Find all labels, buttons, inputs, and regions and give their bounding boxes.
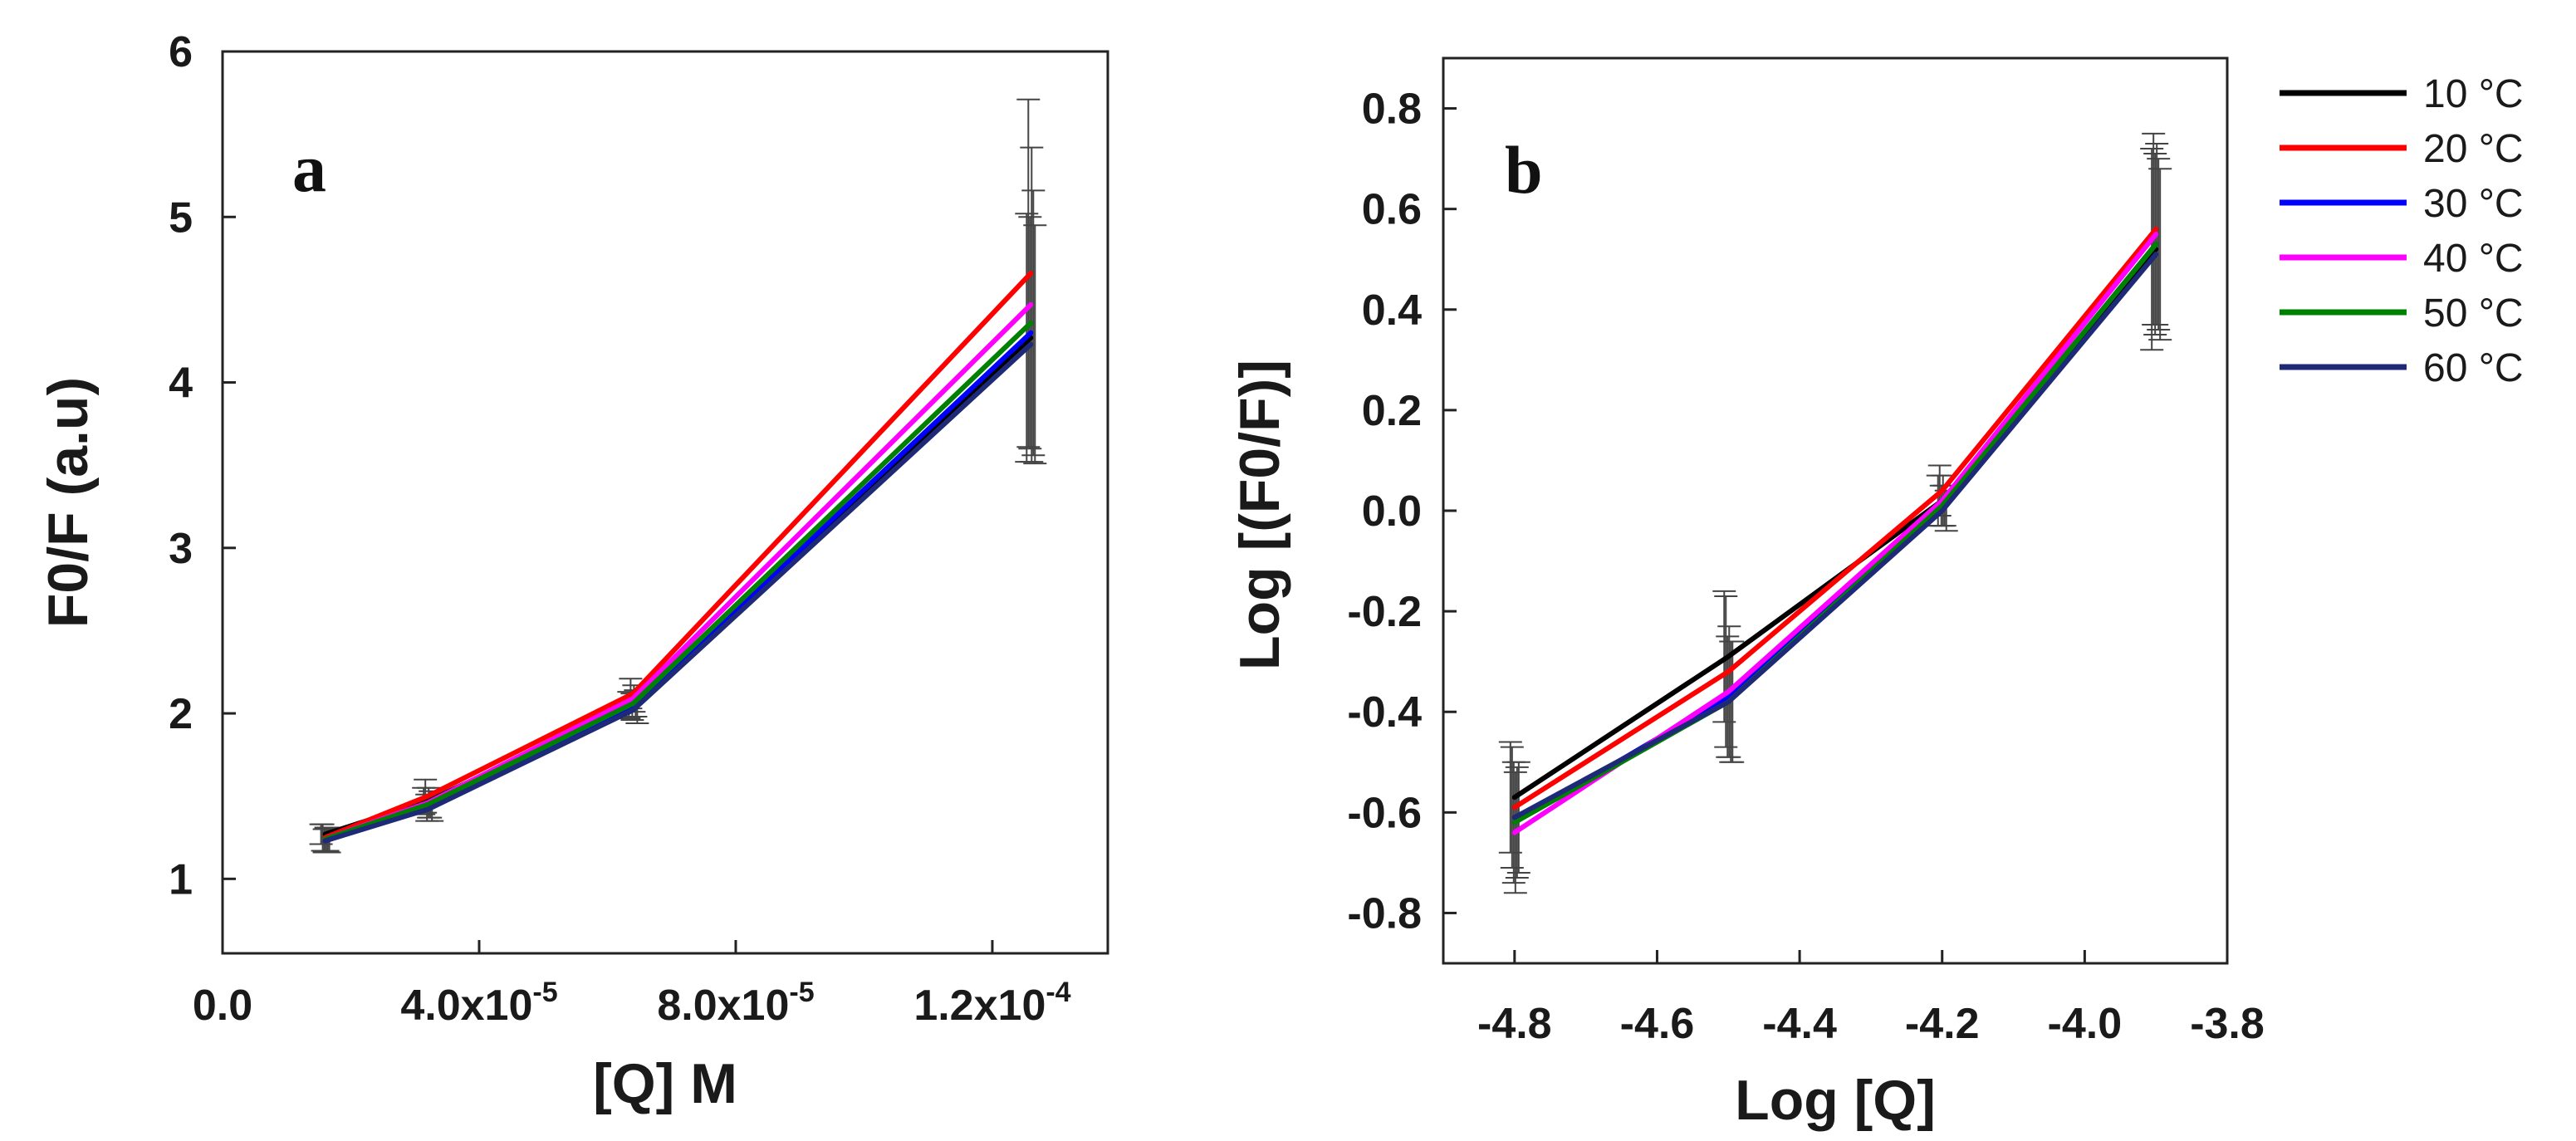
panel-b-series-60c <box>1511 252 2159 820</box>
panel-b-x-tick-label: -3.8 <box>2190 1000 2265 1048</box>
panel-b-y-tick-label: -0.8 <box>1347 889 1422 938</box>
panel-a-label: a <box>292 130 326 206</box>
legend-label: 20 °C <box>2423 127 2524 171</box>
panel-a-x-axis-title: [Q] M <box>593 1052 737 1115</box>
legend-label: 30 °C <box>2423 182 2524 226</box>
panel-b-y-tick-label: -0.6 <box>1347 789 1422 837</box>
legend-label: 60 °C <box>2423 346 2524 390</box>
legend-entry-50c: 50 °C <box>2280 291 2524 335</box>
panel-b-label: b <box>1505 132 1543 208</box>
panel-a-y-tick-label: 2 <box>169 690 193 738</box>
legend-label: 40 °C <box>2423 237 2524 281</box>
panel-b-errorbar-60c <box>2148 168 2172 341</box>
panel-a-y-tick-label: 5 <box>169 193 193 242</box>
panel-a-series-20c <box>322 271 1034 840</box>
panel-a-x-tick-label: 8.0x10-5 <box>657 977 814 1030</box>
legend-entry-10c: 10 °C <box>2280 72 2524 116</box>
panel-a-x-tick-label: 0.0 <box>193 982 252 1030</box>
panel-b-x-tick-label: -4.8 <box>1477 1000 1552 1048</box>
legend-entry-40c: 40 °C <box>2280 237 2524 281</box>
panel-a-errorbar-60c <box>1023 224 1047 465</box>
panel-a-y-tick-label: 4 <box>169 360 193 408</box>
panel-b-x-axis-title: Log [Q] <box>1735 1069 1936 1132</box>
panel-b: -0.8 -0.6 -0.4 -0.2 0.0 0.2 0.4 0.6 0.8 -4.8 -4.6 -… <box>1228 56 2265 1132</box>
legend-label: 50 °C <box>2423 291 2524 335</box>
panel-b-x-tick-label: -4.2 <box>1905 1000 1980 1048</box>
panel-a-x-tick-label: 1.2x10-4 <box>913 977 1070 1030</box>
panel-b-y-axis-title: Log [(F0/F)] <box>1228 360 1291 670</box>
legend-label: 10 °C <box>2423 72 2524 116</box>
panel-b-y-tick-label: -0.2 <box>1347 588 1422 636</box>
panel-a-series-50c <box>322 320 1034 842</box>
panel-b-y-tick-label: 0.6 <box>1362 186 1422 234</box>
panel-b-series-40c <box>1511 231 2159 835</box>
panel-b-errorbar-60c <box>1721 640 1745 763</box>
panel-a-ticks: 1 2 3 4 5 6 0.0 4.0x10-5 8.0x10-5 1.2x10-4 <box>169 28 1071 1030</box>
panel-a-frame <box>221 50 1109 955</box>
panel-a-x-tick-label: 4.0x10-5 <box>400 977 557 1030</box>
panel-b-y-tick-label: 0.8 <box>1362 86 1422 134</box>
panel-a-y-axis-title: F0/F (a.u) <box>37 377 100 628</box>
legend-entry-20c: 20 °C <box>2280 127 2524 171</box>
panel-a-y-tick-label: 6 <box>169 28 193 76</box>
panel-a-errorbars <box>309 98 1047 854</box>
panel-b-ticks: -0.8 -0.6 -0.4 -0.2 0.0 0.2 0.4 0.6 0.8 -4.8 -4.6 -… <box>1347 86 2264 1048</box>
panel-b-series <box>1511 226 2159 835</box>
panel-b-frame <box>1442 56 2229 965</box>
panel-b-x-tick-label: -4.4 <box>1762 1000 1837 1048</box>
panel-b-y-tick-label: 0.4 <box>1362 286 1422 335</box>
panel-b-series-10c <box>1511 247 2159 801</box>
panel-b-y-tick-label: -0.4 <box>1347 688 1422 737</box>
panel-b-y-tick-label: 0.2 <box>1362 387 1422 435</box>
legend: 10 °C 20 °C 30 °C 40 °C 50 °C 60 °C <box>2280 72 2524 390</box>
panel-b-series-20c <box>1511 226 2159 810</box>
panel-a: 1 2 3 4 5 6 0.0 4.0x10-5 8.0x10-5 1.2x10-4 a [Q] … <box>37 28 1109 1115</box>
panel-b-x-tick-label: -4.6 <box>1620 1000 1695 1048</box>
legend-entry-60c: 60 °C <box>2280 346 2524 390</box>
legend-entry-30c: 30 °C <box>2280 182 2524 226</box>
panel-a-y-tick-label: 3 <box>169 525 193 573</box>
panel-b-x-tick-label: -4.0 <box>2048 1000 2123 1048</box>
panel-a-series <box>322 271 1034 844</box>
panel-b-y-tick-label: 0.0 <box>1362 487 1422 536</box>
panel-a-series-60c <box>322 341 1034 844</box>
panel-a-y-tick-label: 1 <box>169 855 193 903</box>
